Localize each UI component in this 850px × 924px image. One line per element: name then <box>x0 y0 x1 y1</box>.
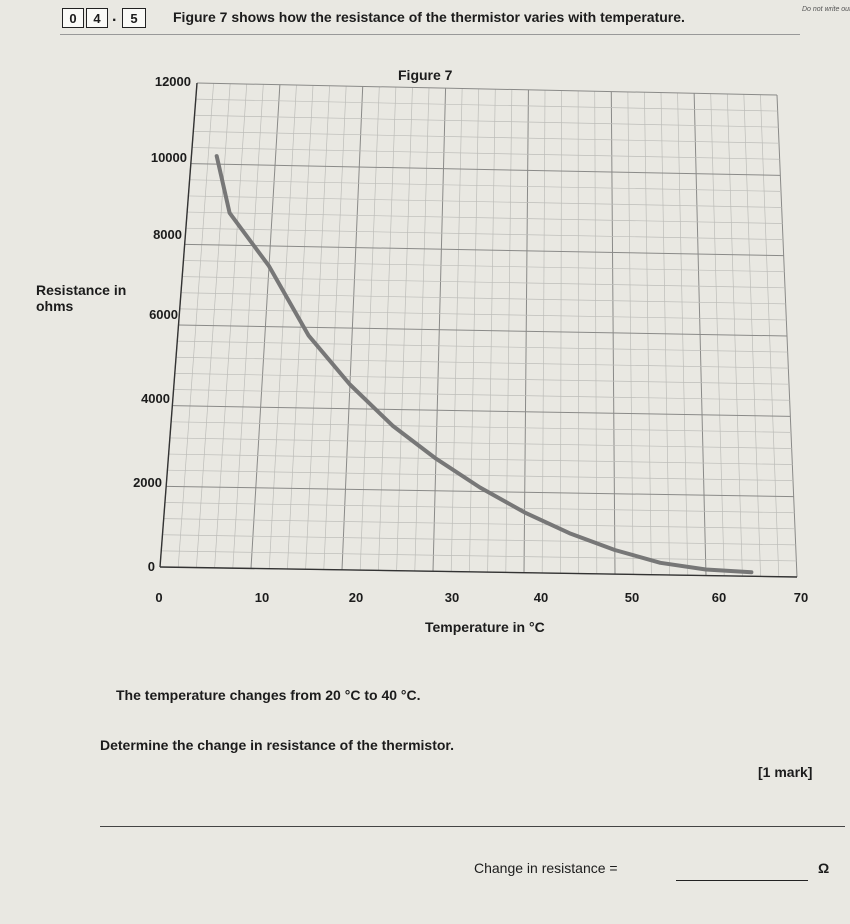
grid-line <box>168 453 793 465</box>
grid-line <box>190 163 781 176</box>
graph-axes <box>159 82 798 578</box>
grid-line <box>162 534 796 546</box>
grid-line <box>166 485 794 498</box>
ohm-unit: Ω <box>818 860 830 876</box>
grid-line <box>163 518 796 530</box>
x-tick-label: 0 <box>155 590 163 605</box>
question-intro: Figure 7 shows how the resistance of the… <box>173 9 685 25</box>
marks-label: [1 mark] <box>758 764 813 780</box>
y-tick-label: 8000 <box>153 227 182 242</box>
y-axis <box>159 82 198 568</box>
y-tick-label: 2000 <box>133 475 162 490</box>
grid-line <box>196 82 778 96</box>
x-axis <box>159 566 798 578</box>
grid-line <box>169 437 792 449</box>
x-axis-label: Temperature in °C <box>425 619 545 635</box>
grid-line <box>161 550 797 562</box>
grid-line <box>184 243 784 257</box>
grid-line <box>189 179 782 192</box>
header-rule <box>60 34 800 35</box>
grid-line <box>185 227 784 240</box>
answer-label: Change in resistance = <box>474 860 618 876</box>
grid-line <box>194 114 779 128</box>
grid-line <box>173 389 790 401</box>
grid-line <box>182 276 786 289</box>
y-tick-label: 6000 <box>149 307 178 322</box>
y-tick-label: 10000 <box>150 150 187 165</box>
grid-line <box>183 260 785 273</box>
grid-line <box>178 324 788 337</box>
x-tick-label: 20 <box>348 590 364 605</box>
grid-line <box>193 131 780 144</box>
grid-line <box>195 98 778 112</box>
grid-line <box>167 469 794 481</box>
margin-note: Do not write outside the box <box>802 6 850 13</box>
grid-line <box>188 195 782 208</box>
question-number-dot: . <box>112 8 117 25</box>
x-tick-label: 70 <box>793 590 809 605</box>
series-layer <box>214 154 754 575</box>
temperature-change-text: The temperature changes from 20 °C to 40… <box>116 687 421 703</box>
answer-blank[interactable] <box>676 880 808 881</box>
x-tick-label: 40 <box>533 590 549 605</box>
figure-title: Figure 7 <box>398 67 453 83</box>
grid-line <box>180 292 786 305</box>
instruction-text: Determine the change in resistance of th… <box>100 737 454 753</box>
grid-line <box>176 356 789 369</box>
grid-line <box>177 340 788 353</box>
y-tick-label: 4000 <box>141 391 170 406</box>
y-tick-label: 12000 <box>154 74 191 89</box>
grid-line <box>174 373 790 385</box>
x-tick-label: 60 <box>711 590 727 605</box>
grid-line <box>192 147 780 160</box>
grid-line <box>171 421 792 433</box>
question-number-box-2: 4 <box>86 8 108 28</box>
working-line[interactable] <box>100 826 845 827</box>
graph-grid <box>159 82 798 578</box>
grid-line <box>172 405 791 417</box>
question-part-box: 5 <box>122 8 146 28</box>
grid-line <box>179 308 787 321</box>
y-axis-label: Resistance in ohms <box>36 282 127 314</box>
grid-line <box>187 211 783 224</box>
x-tick-label: 30 <box>444 590 460 605</box>
grid-line <box>164 502 795 514</box>
question-number-box-1: 0 <box>62 8 84 28</box>
x-tick-label: 10 <box>254 590 270 605</box>
y-tick-label: 0 <box>147 559 155 574</box>
resistance-curve <box>214 154 754 575</box>
x-tick-label: 50 <box>624 590 640 605</box>
